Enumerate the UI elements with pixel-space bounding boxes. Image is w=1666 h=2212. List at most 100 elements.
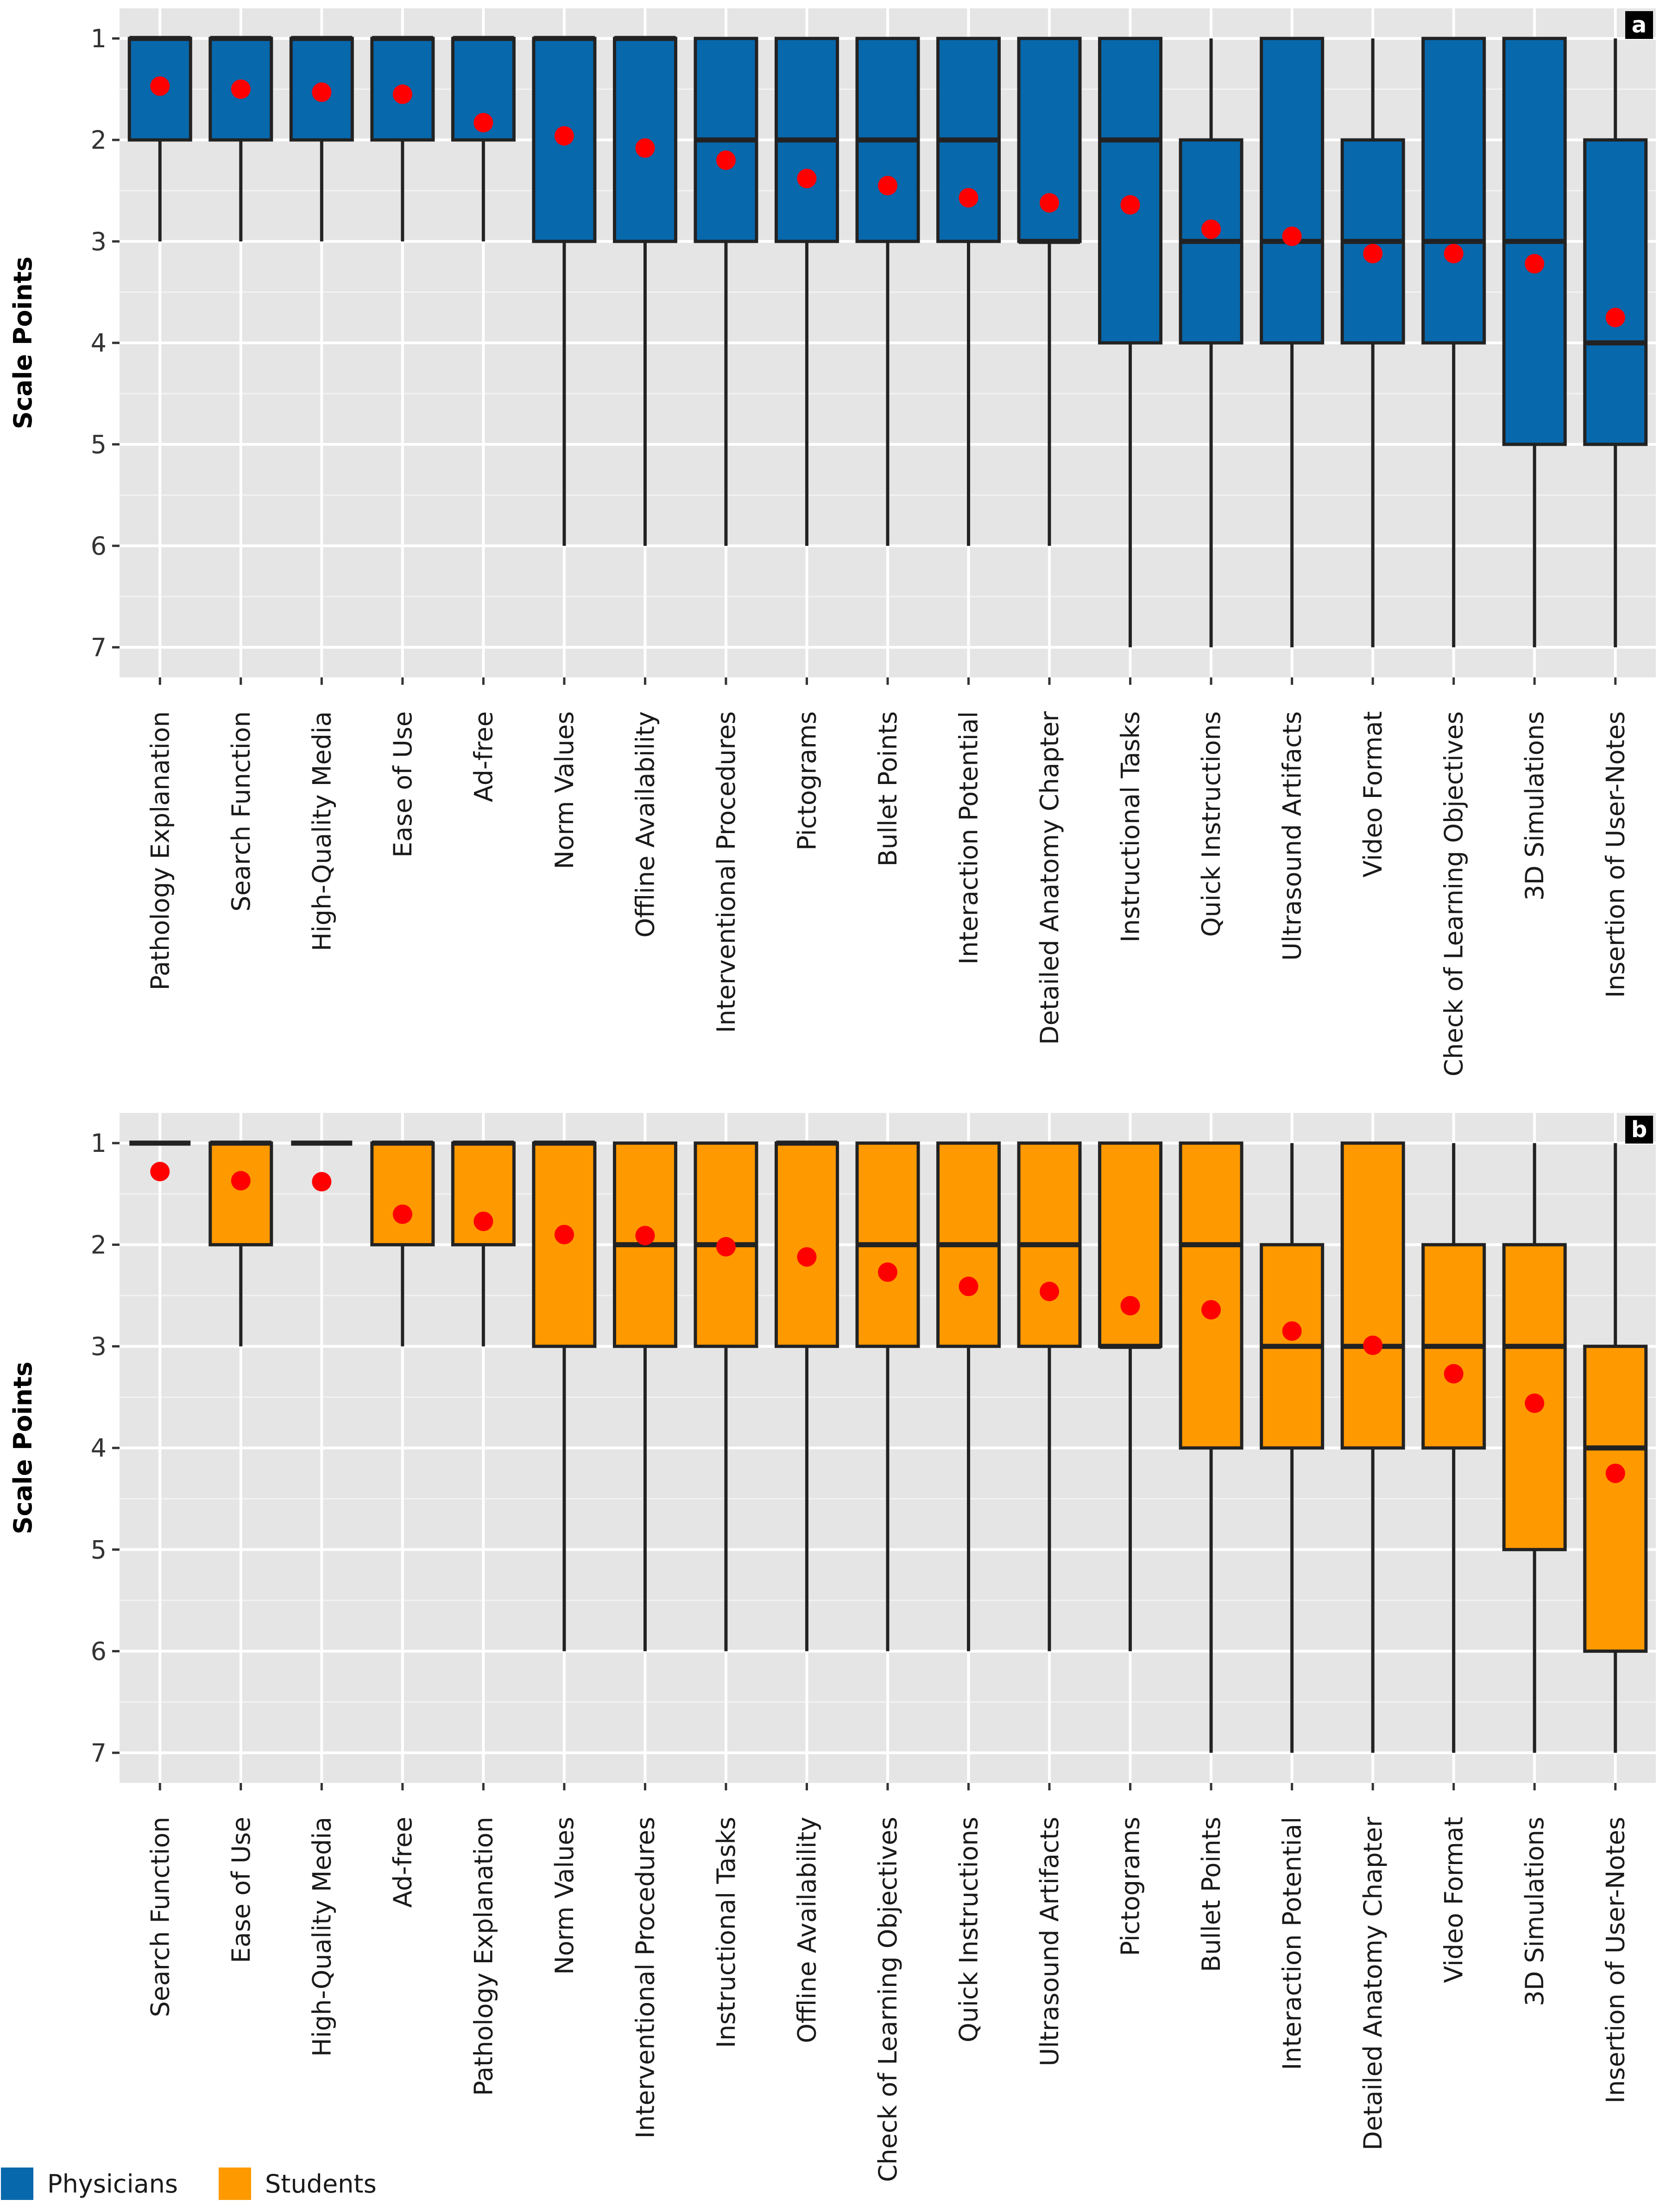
legend-label: Students	[265, 2169, 377, 2199]
box-16: Check of Learning Objectives	[1421, 37, 1486, 1076]
y-tick-label: 4	[91, 1434, 107, 1463]
x-tick-label: Video Format	[1439, 1817, 1469, 1983]
mean-point	[392, 84, 412, 104]
mean-point	[554, 126, 574, 146]
mean-point	[1363, 1335, 1383, 1355]
legend-item-students: Students	[219, 2168, 377, 2200]
y-axis-title: Scale Points	[8, 1362, 38, 1535]
box-10: Interaction Potential	[936, 37, 1001, 965]
legend-swatch	[1, 2168, 33, 2200]
mean-point	[1363, 244, 1383, 264]
mean-point	[716, 150, 736, 170]
x-tick-label: Search Function	[145, 1817, 175, 2017]
box-iqr	[208, 1141, 273, 1246]
box-14: Ultrasound Artifacts	[1260, 37, 1325, 961]
mean-point	[878, 176, 897, 196]
mean-point	[150, 76, 170, 96]
box-iqr	[1583, 1345, 1648, 1653]
box-iqr	[532, 1141, 597, 1348]
y-tick-label: 1	[91, 24, 107, 53]
x-tick-label: Interaction Potential	[954, 711, 984, 965]
mean-point	[1120, 1296, 1140, 1315]
x-tick-label: Ease of Use	[388, 711, 417, 858]
mean-point	[1282, 1321, 1302, 1341]
box-12: Instructional Tasks	[1098, 37, 1163, 942]
mean-point	[1201, 219, 1221, 239]
mean-point	[716, 1237, 736, 1257]
y-tick-label: 6	[91, 1637, 107, 1666]
box-13: Quick Instructions	[1179, 38, 1243, 937]
x-tick-label: Quick Instructions	[1197, 711, 1226, 937]
box-14: Interaction Potential	[1260, 1143, 1325, 2070]
box-15: Video Format	[1340, 38, 1405, 878]
y-tick-label: 3	[91, 227, 107, 256]
box-12: Pictograms	[1098, 1141, 1163, 1956]
mean-point	[635, 138, 655, 158]
panel-tag-label: a	[1632, 12, 1647, 38]
x-tick-label: Interventional Procedures	[712, 711, 741, 1033]
mean-point	[959, 1277, 978, 1296]
mean-point	[150, 1162, 170, 1182]
mean-point	[554, 1225, 574, 1245]
legend-swatch	[219, 2168, 251, 2200]
x-tick-label: Pathology Explanation	[469, 1817, 498, 2096]
panel-b: 1 2 3 4 5 6 7 Search Function Ease of Use High-Qu…	[8, 1113, 1656, 2182]
box-17: 3D Simulations	[1502, 1143, 1567, 2006]
box-17: 3D Simulations	[1502, 37, 1567, 901]
y-tick-label: 2	[91, 126, 107, 155]
x-tick-label: Insertion of User-Notes	[1601, 711, 1630, 998]
x-tick-label: Video Format	[1358, 711, 1388, 878]
box-0: Search Function	[129, 1140, 191, 2017]
mean-point	[1201, 1300, 1221, 1320]
x-tick-label: Pictograms	[792, 711, 821, 851]
y-tick-label: 7	[91, 633, 107, 662]
box-10: Quick Instructions	[936, 1141, 1001, 2042]
box-7: Instructional Tasks	[694, 1141, 758, 2048]
y-tick-label: 5	[91, 1535, 107, 1564]
x-tick-label: Instructional Tasks	[712, 1817, 741, 2048]
box-4: Ad-free	[451, 36, 516, 802]
box-iqr	[1421, 37, 1486, 345]
box-iqr	[370, 1141, 435, 1246]
box-2: High-Quality Media	[289, 36, 354, 951]
box-11: Detailed Anatomy Chapter	[1017, 37, 1082, 1045]
x-tick-label: Search Function	[227, 711, 256, 911]
x-tick-label: Quick Instructions	[954, 1817, 984, 2042]
mean-point	[1444, 244, 1464, 264]
x-tick-label: High-Quality Media	[307, 711, 336, 951]
box-iqr	[612, 37, 677, 243]
x-tick-label: Ad-free	[469, 711, 498, 802]
y-tick-label: 7	[91, 1738, 107, 1768]
box-9: Check of Learning Objectives	[855, 1141, 920, 2182]
mean-point	[1282, 227, 1302, 246]
x-tick-label: Bullet Points	[1197, 1817, 1226, 1972]
mean-point	[1040, 193, 1060, 213]
y-tick-label: 5	[91, 430, 107, 459]
mean-point	[392, 1204, 412, 1224]
box-1: Search Function	[208, 36, 273, 911]
x-tick-label: Detailed Anatomy Chapter	[1035, 711, 1064, 1045]
x-tick-label: Pictograms	[1116, 1817, 1145, 1956]
box-iqr	[1260, 37, 1325, 345]
mean-point	[231, 79, 251, 99]
box-13: Bullet Points	[1179, 1141, 1243, 1972]
legend-label: Physicians	[47, 2169, 178, 2199]
panel-a: 1 2 3 4 5 6 7 Pathology Explanation Search Funct…	[8, 8, 1656, 1076]
panel-tag-label: b	[1631, 1117, 1647, 1143]
legend-item-physicians: Physicians	[1, 2168, 178, 2200]
mean-point	[312, 82, 332, 102]
box-2: High-Quality Media	[291, 1140, 353, 2057]
box-1: Ease of Use	[208, 1140, 273, 1963]
box-11: Ultrasound Artifacts	[1017, 1141, 1082, 2066]
box-iqr	[1340, 1141, 1405, 1450]
box-15: Detailed Anatomy Chapter	[1340, 1141, 1405, 2150]
box-18: Insertion of User-Notes	[1583, 38, 1648, 998]
y-tick-label: 4	[91, 329, 107, 358]
mean-point	[1605, 1463, 1625, 1483]
x-tick-label: 3D Simulations	[1520, 1817, 1549, 2006]
mean-point	[878, 1262, 897, 1282]
x-tick-label: Check of Learning Objectives	[873, 1817, 902, 2182]
mean-point	[312, 1172, 332, 1192]
y-tick-label: 6	[91, 531, 107, 561]
